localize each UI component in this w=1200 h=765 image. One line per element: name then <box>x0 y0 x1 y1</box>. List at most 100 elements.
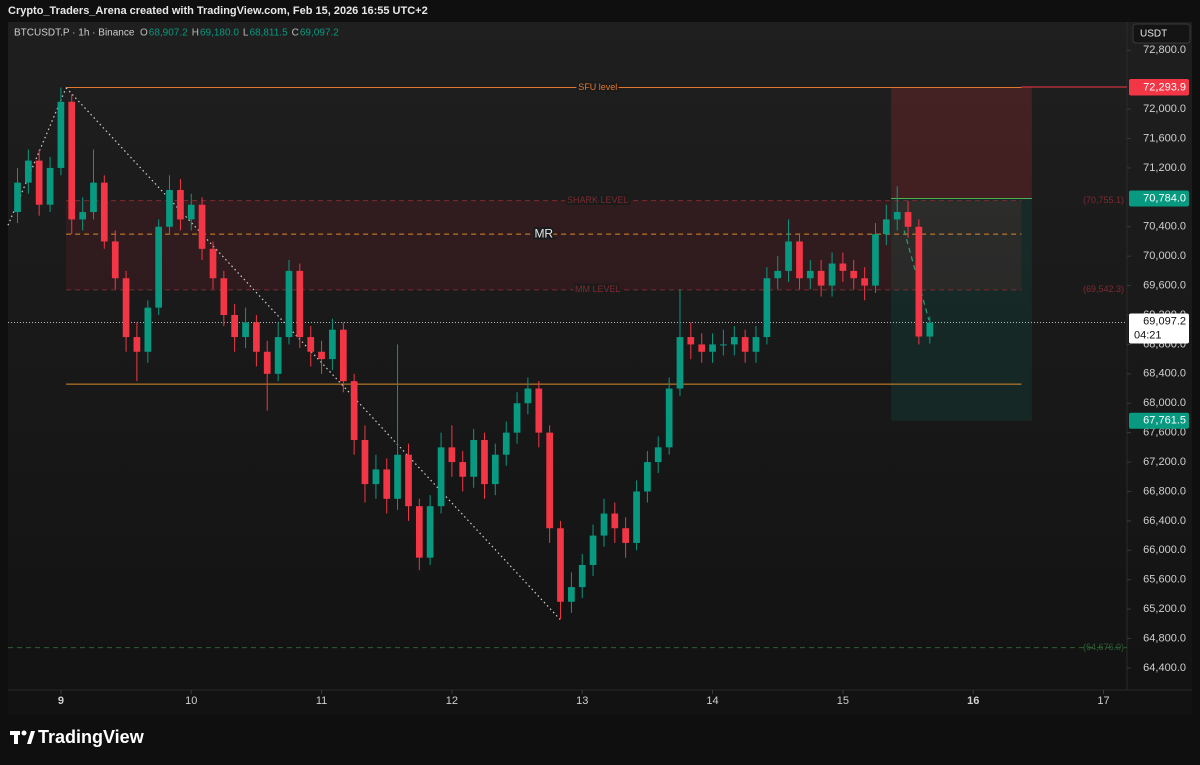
y-tick-label: 66,400.0 <box>1143 515 1186 527</box>
candle-body <box>177 190 184 220</box>
candle-body <box>806 270 814 279</box>
candle-body <box>35 160 43 205</box>
candle-body <box>654 447 662 463</box>
candle-body <box>752 337 760 352</box>
candle-body <box>242 322 249 338</box>
level-zone <box>66 200 1022 290</box>
candle-body <box>198 204 206 249</box>
candle-body <box>405 454 412 507</box>
x-tick-label: 13 <box>576 695 588 707</box>
logo-shape <box>14 735 18 744</box>
y-tick-label: 71,200.0 <box>1143 162 1186 174</box>
candle-body <box>546 432 553 529</box>
ohlc-value: 69,180.0 <box>200 28 239 39</box>
candle-body <box>383 469 391 499</box>
candle-body <box>578 565 586 588</box>
candle-body <box>861 278 869 286</box>
currency-button[interactable] <box>1132 23 1191 44</box>
x-tick-label: 12 <box>446 695 458 707</box>
candle-body <box>796 241 803 279</box>
footer <box>0 715 1200 760</box>
candle-body <box>111 241 119 279</box>
candle-body <box>187 204 195 220</box>
candle-body <box>698 344 706 352</box>
candle-body <box>872 234 879 286</box>
candle-body <box>882 219 890 235</box>
candle-body <box>415 506 423 558</box>
candle-body <box>90 182 97 213</box>
symbol: BTCUSDT.P · 1h · Binance <box>14 28 135 39</box>
plot: 64,400.0 64,800.0 65,200.0 65,600.0 66,000.0… <box>7 44 1189 707</box>
chart-background <box>8 22 1192 715</box>
last-price-badge <box>1129 313 1189 344</box>
price-badge <box>1129 412 1189 429</box>
logo-shape <box>21 730 27 736</box>
candle-body <box>633 491 640 543</box>
candle-body <box>893 212 901 220</box>
currency[interactable]: USDT <box>1140 29 1167 40</box>
candle-body <box>850 270 858 279</box>
candle-body <box>155 226 163 308</box>
y-tick-label: 71,600.0 <box>1143 132 1186 144</box>
y-tick-label: 66,800.0 <box>1143 485 1186 497</box>
brand-logo: TradingView <box>10 727 145 747</box>
candle-body <box>350 381 358 440</box>
candle-body <box>459 462 467 477</box>
candle-body <box>600 513 608 536</box>
candle-body <box>361 440 369 485</box>
y-tick-label: 69,600.0 <box>1143 279 1186 291</box>
y-tick-label: 64,800.0 <box>1143 632 1186 644</box>
x-tick-label: 10 <box>185 695 197 707</box>
candle-body <box>557 528 564 602</box>
price-badge-label: 72,293.9 <box>1143 81 1186 93</box>
ohlc-key: C <box>292 28 299 39</box>
candle-body <box>774 270 782 279</box>
level-label: SHARK LEVEL <box>567 195 629 205</box>
candle-body <box>133 337 141 352</box>
candle-body <box>687 337 695 345</box>
candle-body <box>372 469 380 485</box>
candle-body <box>589 535 597 565</box>
y-tick-label: 70,400.0 <box>1143 221 1186 233</box>
candle-body <box>122 278 130 338</box>
candle-body <box>524 388 532 404</box>
candle-body <box>611 513 619 529</box>
candle-body <box>622 528 629 543</box>
candle-body <box>46 167 54 205</box>
candle-body <box>329 329 336 360</box>
candle-body <box>709 344 716 352</box>
level-value-label: (64,676.0) <box>1083 642 1124 652</box>
candle-body <box>470 440 478 477</box>
candle-body <box>166 190 173 227</box>
brand: TradingView <box>38 727 145 747</box>
y-tick-label: 68,400.0 <box>1143 368 1186 380</box>
x-tick-label: 14 <box>706 695 718 707</box>
candle-body <box>253 322 260 352</box>
candle-body <box>828 263 836 286</box>
candle-body <box>100 182 108 242</box>
candle-body <box>339 329 347 382</box>
x-tick-label: 11 <box>316 695 327 707</box>
ohlc-key: H <box>192 28 199 39</box>
y-tick-label: 65,600.0 <box>1143 574 1186 586</box>
candle-body <box>915 226 923 337</box>
candle-body <box>665 388 673 448</box>
price-badge-label: 70,784.0 <box>1143 192 1186 204</box>
level-label: SFU level <box>578 82 617 92</box>
ohlc-key: O <box>140 28 148 39</box>
candle-body <box>231 315 238 338</box>
ohlc-value: 68,811.5 <box>249 28 288 39</box>
position-risk <box>891 87 1032 199</box>
price-badge-label: 67,761.5 <box>1143 415 1186 427</box>
candle-body <box>839 263 847 271</box>
x-tick-label: 15 <box>837 695 849 707</box>
level-label: MM LEVEL <box>575 284 621 294</box>
candle-body <box>676 337 684 389</box>
y-tick-label: 72,800.0 <box>1143 44 1186 56</box>
price-badge <box>1129 79 1189 96</box>
candle-body <box>285 270 293 338</box>
candle-body <box>426 506 434 558</box>
candle-body <box>437 447 445 507</box>
y-tick-label: 72,000.0 <box>1143 103 1186 115</box>
